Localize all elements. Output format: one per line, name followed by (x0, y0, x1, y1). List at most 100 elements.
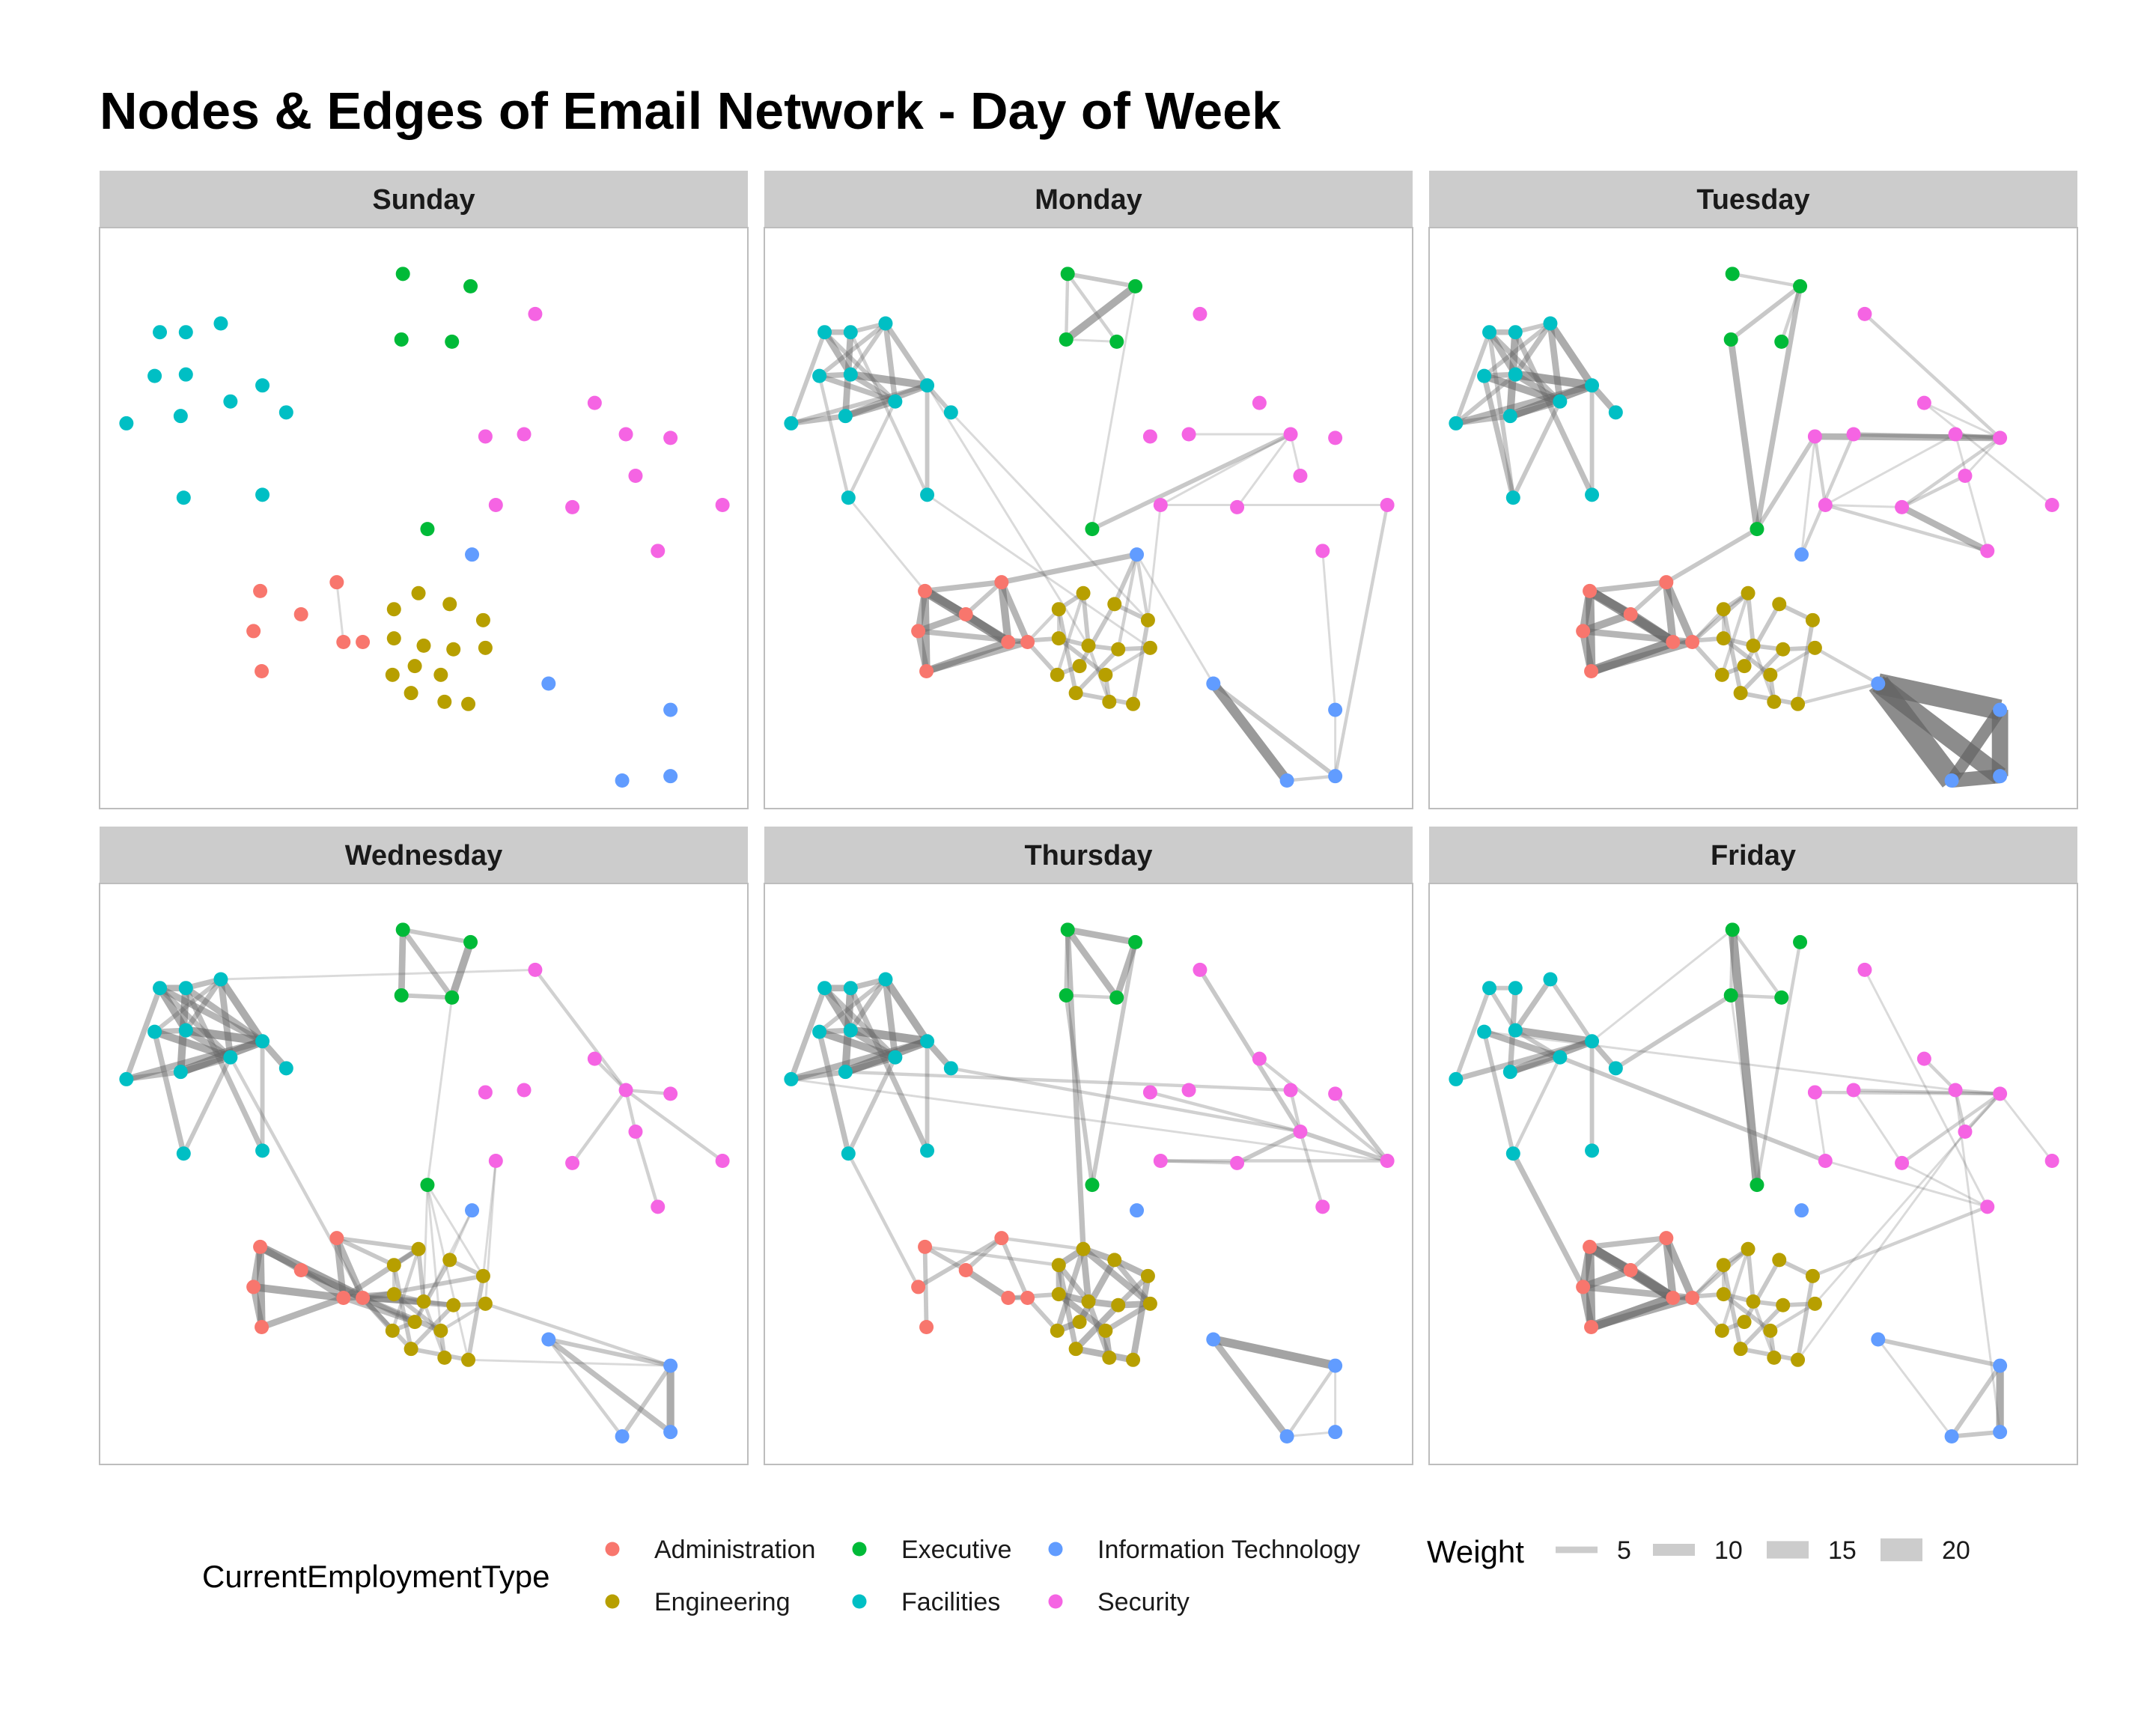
node-thursday-F9 (920, 1034, 935, 1049)
edge-friday-F10-X3 (1614, 993, 1732, 1071)
node-monday-F5 (843, 367, 858, 382)
edge-wednesday-A2-A5 (333, 1238, 347, 1299)
strip-friday (1429, 827, 2077, 883)
edge-wednesday-F8-A6 (228, 1056, 365, 1299)
edge-thursday-F8-F11 (846, 1056, 898, 1155)
edge-friday-X3-X4 (1731, 994, 1782, 1000)
node-monday-S1 (1193, 306, 1208, 321)
edge-wednesday-E8-I3 (484, 1302, 672, 1368)
node-thursday-I4 (1279, 1429, 1294, 1444)
edge-friday-S6-S10 (1999, 1092, 2053, 1162)
edge-wednesday-E7-E12 (409, 1303, 455, 1351)
node-friday-E12 (1733, 1342, 1748, 1357)
edge-friday-A2-A6 (1663, 1236, 1696, 1300)
edge-tuesday-E8-E11 (1769, 646, 1816, 677)
node-wednesday-F10 (278, 1061, 293, 1076)
node-wednesday-I5 (663, 1425, 678, 1440)
edge-tuesday-S8-S11 (1824, 503, 1988, 553)
edge-friday-A2-A3 (1629, 1236, 1668, 1272)
node-thursday-E13 (1102, 1350, 1117, 1365)
node-friday-F6 (1449, 1071, 1464, 1086)
edge-tuesday-A2-A1 (1589, 579, 1667, 594)
node-sunday-E4 (475, 612, 490, 627)
edge-thursday-F3-F9 (882, 977, 931, 1044)
node-tuesday-E10 (1714, 667, 1729, 682)
edge-monday-A6-E2 (1026, 608, 1060, 644)
edge-friday-S2-S5 (1922, 1057, 1957, 1092)
node-friday-S11 (1980, 1199, 1995, 1214)
edge-tuesday-F3-F8 (1547, 323, 1564, 402)
edge-thursday-X3-X5 (1064, 995, 1094, 1186)
strip-sunday (100, 171, 748, 228)
edge-friday-F5-F8 (1514, 1028, 1562, 1059)
node-sunday-F7 (173, 409, 188, 424)
edge-wednesday-X1-X2 (402, 927, 472, 945)
node-tuesday-F7 (1502, 409, 1517, 424)
edge-wednesday-F8-F11 (181, 1056, 233, 1155)
node-tuesday-F12 (1585, 487, 1600, 502)
edge-wednesday-E4-E14 (466, 1275, 486, 1360)
edge-tuesday-E7-E12 (1739, 648, 1785, 695)
edge-friday-S4-S6 (1853, 1088, 2000, 1096)
edge-tuesday-E5-E11 (1722, 636, 1772, 677)
edge-wednesday-S5-S10 (624, 1089, 724, 1163)
edge-friday-F4-S5 (1484, 1030, 1956, 1092)
node-thursday-F1 (817, 981, 832, 996)
node-tuesday-A6 (1685, 635, 1700, 650)
node-thursday-A7 (919, 1319, 934, 1334)
edge-wednesday-F7-F8 (180, 1054, 232, 1075)
edge-wednesday-A2-E1 (336, 1235, 419, 1252)
node-thursday-X5 (1085, 1178, 1100, 1193)
edge-wednesday-A4-A5 (253, 1283, 344, 1302)
node-wednesday-F11 (176, 1146, 191, 1161)
edge-friday-X2-X5 (1755, 941, 1802, 1185)
node-thursday-F10 (943, 1061, 958, 1076)
node-friday-F5 (1508, 1023, 1523, 1038)
node-monday-E8 (1142, 640, 1157, 655)
edge-thursday-E7-E12 (1073, 1303, 1121, 1351)
edge-friday-S5-S6 (1955, 1088, 2000, 1096)
node-friday-S10 (2044, 1153, 2059, 1168)
edge-tuesday-F6-F9 (1455, 382, 1593, 427)
edge-tuesday-S1-S6 (1863, 312, 2002, 439)
node-monday-E7 (1111, 642, 1126, 657)
node-thursday-S3 (1142, 1085, 1157, 1100)
edge-monday-S8-E4 (1146, 505, 1162, 621)
node-sunday-X5 (420, 522, 435, 537)
node-wednesday-A7 (255, 1319, 270, 1334)
edge-friday-E4-E14 (1795, 1275, 1815, 1360)
edge-monday-I1-E4 (1135, 554, 1150, 621)
edge-wednesday-A6-E11 (362, 1295, 442, 1333)
node-wednesday-F2 (178, 981, 193, 996)
node-friday-S2 (1916, 1051, 1931, 1066)
node-friday-S7 (1958, 1125, 1973, 1140)
node-thursday-A3 (958, 1263, 973, 1278)
edge-wednesday-E1-E10 (391, 1248, 421, 1332)
edge-thursday-X1-X3 (1064, 929, 1071, 996)
node-monday-F10 (943, 405, 958, 420)
node-thursday-E2 (1051, 1258, 1066, 1273)
edge-thursday-S9-S7 (1236, 1129, 1302, 1166)
edge-wednesday-I2-I4 (547, 1338, 624, 1438)
edge-monday-F1-F8 (823, 330, 897, 404)
node-thursday-X3 (1059, 988, 1074, 1003)
node-wednesday-I3 (663, 1358, 678, 1373)
node-sunday-S4 (517, 427, 532, 442)
node-thursday-F4 (812, 1024, 827, 1039)
node-monday-S6 (1328, 431, 1343, 445)
edge-wednesday-F4-F8 (153, 1028, 232, 1062)
weight-label-15: 15 (1828, 1536, 1857, 1565)
node-tuesday-E13 (1767, 694, 1782, 709)
node-friday-S9 (1895, 1155, 1910, 1170)
legend-key-facilities (852, 1594, 867, 1609)
edge-friday-F8-F11 (1511, 1056, 1562, 1154)
edge-wednesday-F3-F5 (183, 977, 223, 1032)
legend-label-executive: Executive (901, 1536, 1011, 1564)
node-tuesday-E14 (1791, 696, 1806, 711)
node-wednesday-X1 (395, 922, 410, 937)
node-tuesday-A2 (1659, 575, 1674, 590)
node-sunday-A5 (336, 635, 351, 650)
node-monday-E13 (1102, 694, 1117, 709)
node-wednesday-E12 (404, 1342, 418, 1357)
plot-area-sunday (99, 227, 749, 809)
